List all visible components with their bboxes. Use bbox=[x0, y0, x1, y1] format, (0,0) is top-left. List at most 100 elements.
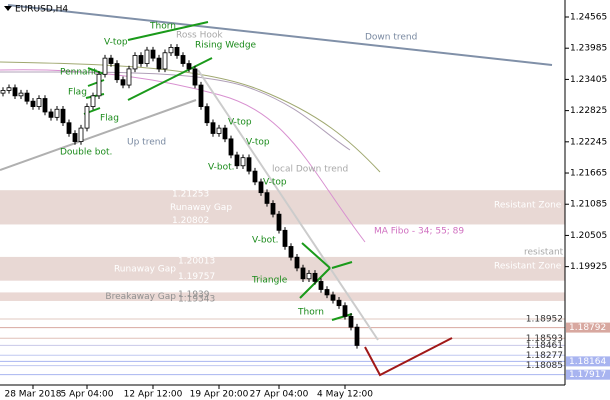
y-tick-label: 1.19925 bbox=[570, 262, 607, 272]
candle-body bbox=[294, 256, 300, 269]
level-label: 1.18164 bbox=[569, 357, 606, 367]
annotation: V-top bbox=[263, 178, 287, 188]
candle-body bbox=[66, 122, 72, 134]
gap-price: 1.1939 bbox=[178, 290, 210, 300]
annotation: Ross Hook bbox=[176, 31, 223, 41]
annotation: Double bot. bbox=[60, 148, 112, 158]
candle-body bbox=[36, 98, 42, 107]
gap-zone bbox=[0, 292, 565, 301]
level-label: 1.18461 bbox=[526, 341, 563, 351]
y-tick-label: 1.22825 bbox=[570, 106, 607, 116]
level-label-bg bbox=[566, 369, 610, 380]
gap-label: Runaway Gap bbox=[114, 264, 176, 274]
gap-label: Breakaway Gap bbox=[105, 292, 176, 302]
level-label: 1.18792 bbox=[569, 323, 606, 333]
candle-body bbox=[318, 281, 324, 290]
candle-body bbox=[174, 46, 180, 56]
candle-body bbox=[276, 213, 282, 231]
annotation: Thorn bbox=[297, 308, 324, 318]
candle-body bbox=[282, 229, 288, 247]
level-label: 1.18593 bbox=[526, 334, 563, 344]
candle-body bbox=[84, 106, 90, 129]
candle-body bbox=[114, 63, 120, 81]
candle-body bbox=[6, 87, 12, 91]
forecast-line bbox=[364, 337, 453, 377]
gap-price: 1.19343 bbox=[178, 294, 215, 304]
ma-line bbox=[0, 61, 381, 173]
annotation: support bbox=[530, 376, 565, 386]
x-tick-label: 5 Apr 04:00 bbox=[61, 390, 114, 400]
annotation: Pennant bbox=[60, 68, 97, 78]
annotation: Up trend bbox=[127, 138, 166, 148]
candle-body bbox=[24, 92, 30, 102]
candle-body bbox=[210, 122, 216, 134]
level-label: 1.18085 bbox=[526, 361, 563, 371]
levels bbox=[0, 318, 565, 376]
candle-body bbox=[18, 92, 24, 97]
candle-body bbox=[240, 157, 246, 167]
candle-body bbox=[348, 316, 354, 328]
gap-price: 1.19757 bbox=[178, 272, 215, 282]
candle-body bbox=[126, 68, 132, 86]
candle-body bbox=[144, 49, 150, 64]
candle-body bbox=[0, 90, 6, 94]
candle-body bbox=[186, 63, 192, 70]
y-tick-label: 1.20505 bbox=[570, 231, 607, 241]
candle-body bbox=[264, 192, 270, 204]
candle-body bbox=[42, 98, 48, 113]
trend-line bbox=[0, 99, 197, 171]
y-tick-label: 1.22245 bbox=[570, 137, 607, 147]
candle-body bbox=[312, 272, 318, 282]
candle-body bbox=[90, 95, 96, 107]
candle-body bbox=[120, 79, 126, 86]
candle-body bbox=[252, 170, 258, 183]
ma-line bbox=[0, 71, 351, 151]
x-tick-label: 27 Apr 04:00 bbox=[250, 390, 309, 400]
annotation: V-bot. bbox=[252, 236, 279, 246]
annotation: V-top bbox=[104, 38, 128, 48]
annotation: V-bot. bbox=[208, 163, 235, 173]
candle-body bbox=[300, 267, 306, 280]
candle-body bbox=[330, 294, 336, 301]
annotation: Resistant Zone bbox=[494, 201, 562, 211]
gap-price: 1.21253 bbox=[172, 190, 209, 200]
candle-body bbox=[270, 203, 276, 215]
annotation: V-top bbox=[246, 138, 270, 148]
candle-body bbox=[72, 133, 78, 142]
candle-body bbox=[204, 106, 210, 124]
candle-body bbox=[132, 55, 138, 70]
trend-line bbox=[197, 69, 379, 341]
annotation: resistant bbox=[524, 248, 564, 258]
gap-label: Runaway Gap bbox=[170, 203, 232, 213]
candle-body bbox=[102, 57, 108, 75]
gap-price: 1.20013 bbox=[178, 256, 215, 266]
x-tick-label: 4 May 12:00 bbox=[317, 390, 373, 400]
annotation: Rising Wedge bbox=[195, 41, 257, 51]
candle-body bbox=[306, 272, 312, 280]
y-tick-label: 1.21665 bbox=[570, 169, 607, 179]
candle-body bbox=[108, 57, 114, 64]
annotation: Flag bbox=[68, 88, 87, 98]
annotation: local Down trend bbox=[272, 165, 348, 175]
candle-body bbox=[192, 68, 198, 86]
candle-body bbox=[96, 73, 102, 97]
candles bbox=[0, 44, 360, 349]
axis-labels: 1.24565 1.23985 1.23405 1.22825 1.22245 1.216… bbox=[4, 13, 610, 400]
candle-body bbox=[138, 55, 144, 64]
annotation: Resistant Zone bbox=[494, 262, 562, 272]
menu-triangle bbox=[4, 6, 12, 11]
candle-body bbox=[324, 289, 330, 296]
candle-body bbox=[288, 246, 294, 258]
candle-body bbox=[48, 111, 54, 118]
y-tick-label: 1.23405 bbox=[570, 75, 607, 85]
annotation: Thorn bbox=[149, 22, 176, 32]
candle-body bbox=[258, 181, 264, 194]
chart-title: EURUSD,H4 bbox=[15, 5, 68, 15]
candle-body bbox=[180, 55, 186, 64]
candle-body bbox=[198, 84, 204, 107]
level-label: 1.18277 bbox=[526, 351, 563, 361]
candle-body bbox=[228, 138, 234, 156]
gap-zone bbox=[0, 256, 565, 281]
